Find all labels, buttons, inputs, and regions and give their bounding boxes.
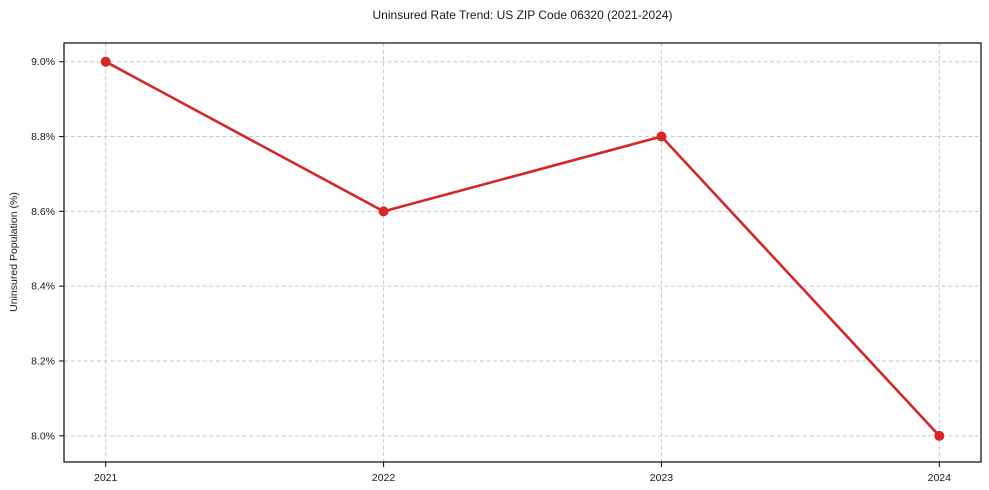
data-point-marker bbox=[378, 206, 389, 217]
data-point-marker bbox=[100, 56, 111, 67]
axes-border bbox=[63, 42, 982, 463]
y-tick-label: 8.0% bbox=[31, 430, 55, 442]
x-tick-label: 2023 bbox=[650, 472, 674, 484]
chart-title: Uninsured Rate Trend: US ZIP Code 06320 … bbox=[372, 8, 673, 22]
x-tick-label: 2022 bbox=[372, 472, 396, 484]
trend-line bbox=[104, 60, 941, 438]
y-tick-label: 8.8% bbox=[31, 131, 55, 143]
y-tick-label: 8.2% bbox=[31, 355, 55, 367]
y-tick-label: 8.6% bbox=[31, 206, 55, 218]
y-tick-label: 8.4% bbox=[31, 281, 55, 293]
data-point-marker bbox=[934, 430, 945, 441]
data-point-marker bbox=[656, 131, 667, 142]
x-tick-label: 2024 bbox=[928, 472, 952, 484]
y-tick-label: 9.0% bbox=[31, 56, 55, 68]
x-tick-label: 2021 bbox=[94, 472, 118, 484]
